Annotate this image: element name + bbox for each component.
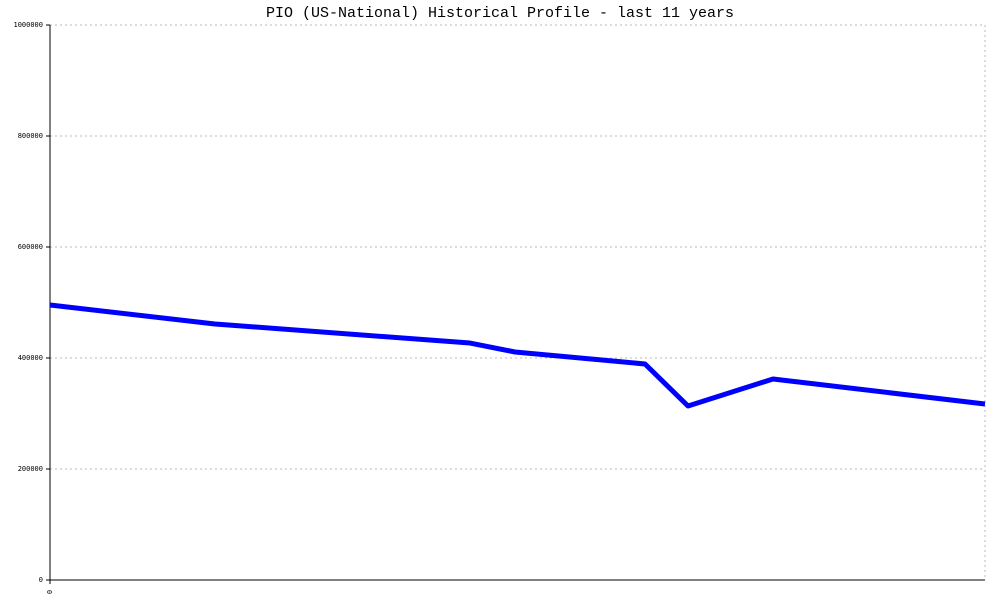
y-tick-label: 600000 <box>18 243 43 251</box>
y-tick-label: 400000 <box>18 354 43 362</box>
line-series <box>49 302 986 409</box>
y-tick-label: 0 <box>39 576 43 584</box>
x-tick-label: 0 <box>46 590 54 594</box>
y-tick-label: 800000 <box>18 132 43 140</box>
y-tick-label: 1000000 <box>13 21 43 29</box>
y-tick-label: 200000 <box>18 465 43 473</box>
chart-title: PIO (US-National) Historical Profile - l… <box>266 5 734 22</box>
